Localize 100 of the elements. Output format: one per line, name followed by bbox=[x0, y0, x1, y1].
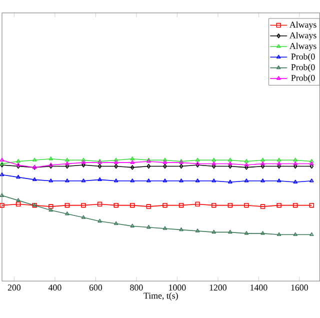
point bbox=[293, 162, 298, 166]
point bbox=[16, 162, 20, 166]
point bbox=[114, 158, 118, 162]
point bbox=[179, 164, 184, 169]
x-tick-label: 800 bbox=[130, 284, 143, 291]
point bbox=[260, 158, 265, 162]
point bbox=[212, 164, 216, 169]
point bbox=[228, 230, 232, 234]
point bbox=[114, 221, 118, 226]
point bbox=[244, 178, 249, 182]
point bbox=[276, 158, 282, 162]
point bbox=[293, 180, 298, 184]
point bbox=[146, 164, 151, 169]
point bbox=[114, 164, 118, 169]
point bbox=[64, 203, 70, 208]
point bbox=[98, 177, 102, 182]
point bbox=[212, 162, 216, 166]
point bbox=[16, 202, 21, 207]
point bbox=[82, 162, 86, 168]
point bbox=[163, 164, 167, 169]
point bbox=[32, 177, 37, 182]
point bbox=[48, 204, 54, 210]
point bbox=[0, 203, 4, 208]
legend-label: Prob(0 bbox=[291, 53, 315, 62]
point bbox=[48, 156, 53, 160]
point bbox=[162, 158, 168, 162]
point bbox=[146, 178, 151, 182]
point bbox=[212, 230, 216, 234]
point bbox=[179, 178, 184, 182]
point bbox=[260, 164, 265, 169]
point bbox=[276, 232, 282, 236]
x-axis-title: Time, t(s) bbox=[144, 292, 178, 301]
x-tick-label: 400 bbox=[48, 284, 62, 291]
point bbox=[48, 208, 53, 212]
point bbox=[16, 164, 20, 169]
point bbox=[16, 174, 20, 179]
point bbox=[228, 180, 232, 184]
point bbox=[228, 158, 232, 162]
legend-label: Always bbox=[290, 22, 316, 30]
point bbox=[293, 158, 298, 162]
point bbox=[276, 162, 282, 166]
point bbox=[244, 165, 248, 170]
point bbox=[293, 232, 298, 236]
legend-label: Always bbox=[290, 32, 316, 40]
point bbox=[130, 165, 134, 170]
point bbox=[276, 178, 282, 182]
point bbox=[65, 212, 70, 216]
point bbox=[97, 202, 102, 207]
point bbox=[260, 231, 265, 235]
point bbox=[162, 203, 168, 208]
point bbox=[65, 158, 70, 162]
point bbox=[65, 162, 70, 166]
point bbox=[130, 224, 134, 228]
point bbox=[179, 227, 184, 232]
point bbox=[114, 160, 118, 164]
point bbox=[130, 178, 134, 182]
point bbox=[212, 178, 216, 182]
point bbox=[211, 203, 216, 208]
legend-label: Prob(0 bbox=[291, 74, 315, 83]
point bbox=[195, 158, 200, 162]
point bbox=[195, 202, 200, 207]
point bbox=[178, 203, 184, 208]
point bbox=[146, 204, 152, 210]
point bbox=[16, 198, 20, 202]
point bbox=[81, 158, 86, 162]
point bbox=[309, 203, 314, 208]
point bbox=[130, 160, 134, 164]
x-tick-label: 1600 bbox=[291, 284, 308, 291]
point bbox=[49, 164, 53, 169]
point bbox=[162, 160, 168, 164]
point bbox=[244, 162, 249, 166]
point bbox=[48, 162, 53, 166]
point bbox=[277, 164, 281, 169]
point bbox=[81, 215, 86, 220]
point bbox=[244, 203, 249, 208]
point bbox=[130, 203, 135, 208]
point bbox=[276, 203, 282, 208]
point bbox=[16, 159, 20, 163]
point bbox=[81, 203, 86, 208]
point bbox=[244, 231, 249, 235]
point bbox=[81, 160, 86, 164]
legend-label: Always bbox=[290, 42, 316, 51]
point bbox=[244, 159, 249, 163]
point bbox=[130, 156, 134, 160]
point bbox=[98, 164, 102, 169]
point bbox=[260, 162, 265, 166]
point bbox=[98, 218, 102, 223]
point bbox=[212, 158, 216, 162]
x-tick-label: 1200 bbox=[210, 284, 226, 291]
x-tick-label: 1000 bbox=[169, 284, 186, 291]
x-tick-label: 600 bbox=[89, 284, 102, 291]
point bbox=[228, 203, 233, 208]
point bbox=[228, 164, 232, 169]
point bbox=[293, 164, 298, 169]
point bbox=[260, 178, 265, 182]
point bbox=[81, 178, 86, 182]
point bbox=[114, 178, 118, 182]
x-tick-label: 1400 bbox=[250, 284, 268, 291]
point bbox=[32, 158, 37, 162]
point bbox=[292, 203, 298, 208]
